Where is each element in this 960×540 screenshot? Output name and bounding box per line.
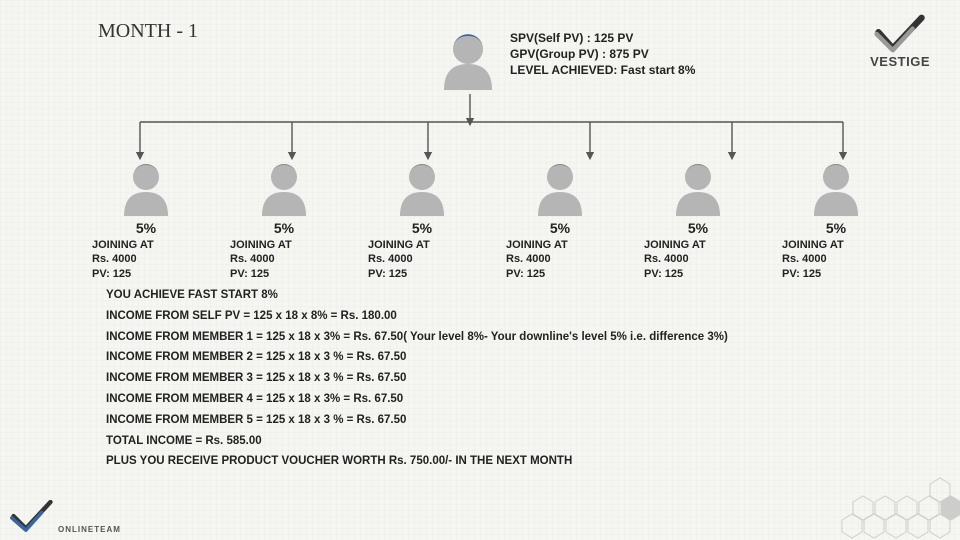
spv-text: SPV(Self PV) : 125 PV (510, 30, 695, 46)
calc-line-0: YOU ACHIEVE FAST START 8% (106, 289, 728, 303)
root-node: SPV(Self PV) : 125 PV GPV(Group PV) : 87… (440, 30, 695, 94)
person-icon (118, 160, 174, 218)
checkmark-icon (873, 14, 927, 54)
member-info: JOINING ATRs. 4000PV: 125 (362, 238, 430, 281)
member-percent: 5% (274, 220, 294, 236)
member-info: JOINING ATRs. 4000PV: 125 (638, 238, 706, 281)
calc-line-8: PLUS YOU RECEIVE PRODUCT VOUCHER WORTH R… (106, 455, 728, 469)
person-icon (394, 160, 450, 218)
person-icon (670, 160, 726, 218)
member-node: 5% JOINING ATRs. 4000PV: 125 (776, 160, 896, 281)
member-node: 5% JOINING ATRs. 4000PV: 125 (224, 160, 344, 281)
tree-connector (92, 94, 888, 164)
calc-line-7: TOTAL INCOME = Rs. 585.00 (106, 435, 728, 449)
calc-line-1: INCOME FROM SELF PV = 125 x 18 x 8% = Rs… (106, 310, 728, 324)
page-title: MONTH - 1 (98, 20, 198, 43)
hex-pattern-icon (730, 450, 960, 540)
member-info: JOINING ATRs. 4000PV: 125 (500, 238, 568, 281)
brand-label-bottom: ONLINETEAM (58, 525, 121, 534)
calc-line-4: INCOME FROM MEMBER 3 = 125 x 18 x 3 % = … (106, 372, 728, 386)
level-text: LEVEL ACHIEVED: Fast start 8% (510, 62, 695, 78)
member-node: 5% JOINING ATRs. 4000PV: 125 (500, 160, 620, 281)
root-info: SPV(Self PV) : 125 PV GPV(Group PV) : 87… (510, 30, 695, 79)
brand-label-top: VESTIGE (870, 54, 930, 69)
onlineteam-logo: ONLINETEAM (10, 500, 121, 534)
member-percent: 5% (826, 220, 846, 236)
member-node: 5% JOINING ATRs. 4000PV: 125 (86, 160, 206, 281)
person-icon (256, 160, 312, 218)
member-info: JOINING ATRs. 4000PV: 125 (776, 238, 844, 281)
vestige-logo: VESTIGE (870, 14, 930, 69)
person-icon (440, 30, 496, 94)
member-info: JOINING ATRs. 4000PV: 125 (224, 238, 292, 281)
calc-line-6: INCOME FROM MEMBER 5 = 125 x 18 x 3 % = … (106, 414, 728, 428)
person-icon (808, 160, 864, 218)
members-row: 5% JOINING ATRs. 4000PV: 125 5% JOINING ATR… (86, 160, 896, 281)
member-percent: 5% (688, 220, 708, 236)
gpv-text: GPV(Group PV) : 875 PV (510, 46, 695, 62)
checkmark-icon (10, 500, 54, 534)
calc-line-5: INCOME FROM MEMBER 4 = 125 x 18 x 3% = R… (106, 393, 728, 407)
calc-line-3: INCOME FROM MEMBER 2 = 125 x 18 x 3 % = … (106, 351, 728, 365)
person-icon (532, 160, 588, 218)
member-percent: 5% (412, 220, 432, 236)
calc-line-2: INCOME FROM MEMBER 1 = 125 x 18 x 3% = R… (106, 331, 728, 345)
member-node: 5% JOINING ATRs. 4000PV: 125 (638, 160, 758, 281)
member-info: JOINING ATRs. 4000PV: 125 (86, 238, 154, 281)
member-percent: 5% (550, 220, 570, 236)
calculation-block: YOU ACHIEVE FAST START 8% INCOME FROM SE… (106, 289, 728, 476)
member-percent: 5% (136, 220, 156, 236)
member-node: 5% JOINING ATRs. 4000PV: 125 (362, 160, 482, 281)
